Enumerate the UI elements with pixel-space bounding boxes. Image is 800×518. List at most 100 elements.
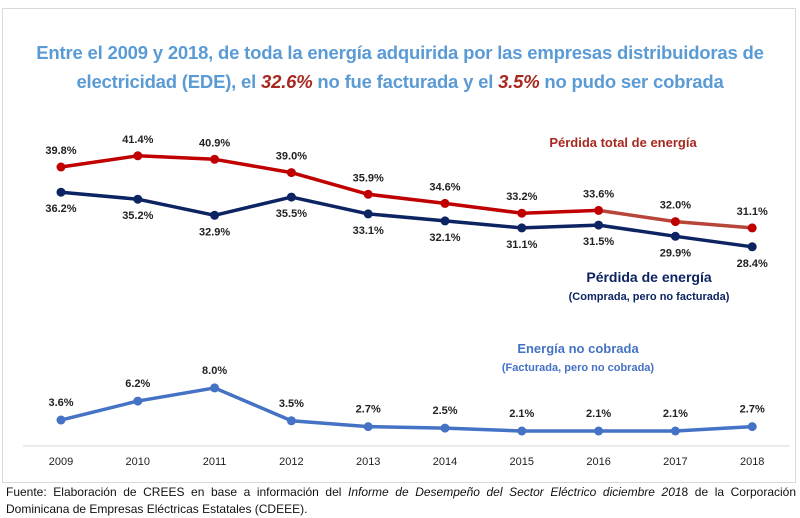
series-uncollected-segment: [212, 386, 294, 423]
x-tick-label: 2011: [203, 456, 227, 468]
data-label-energy-loss: 28.4%: [737, 258, 768, 270]
series-uncollected-point: [210, 383, 220, 393]
data-label-uncollected: 3.5%: [279, 398, 304, 410]
series-energy-loss-point: [747, 242, 757, 252]
data-label-total-loss: 39.8%: [45, 145, 76, 157]
x-tick-label: 2015: [510, 456, 534, 468]
data-label-energy-loss: 31.1%: [506, 239, 537, 251]
title-highlight-uncollected: 3.5%: [498, 71, 540, 92]
series-energy-loss-point: [670, 231, 680, 241]
series-energy-loss-segment: [59, 190, 140, 201]
series-total-loss-point: [594, 205, 604, 215]
x-tick-label: 2018: [740, 456, 764, 468]
series-total-loss-segment: [59, 154, 140, 169]
series-total-loss-segment: [136, 154, 217, 162]
series-total-loss-point: [440, 198, 450, 208]
data-label-uncollected: 2.1%: [509, 408, 534, 420]
series-uncollected-segment: [59, 399, 140, 422]
data-label-energy-loss: 32.1%: [429, 232, 460, 244]
x-tick-label: 2017: [663, 456, 687, 468]
series-energy-loss-segment: [136, 197, 217, 218]
data-label-total-loss: 32.0%: [660, 200, 691, 212]
data-label-uncollected: 2.7%: [740, 404, 765, 416]
data-label-energy-loss: 35.5%: [276, 208, 307, 220]
data-label-total-loss: 40.9%: [199, 137, 230, 149]
data-label-energy-loss: 33.1%: [353, 225, 384, 237]
source-note: Fuente: Elaboración de CREES en base a i…: [6, 484, 796, 518]
data-label-uncollected: 3.6%: [48, 397, 73, 409]
series-uncollected-segment: [366, 424, 447, 430]
series-total-loss-segment: [673, 219, 754, 230]
data-label-uncollected: 6.2%: [125, 378, 150, 390]
series-energy-loss-segment: [443, 219, 524, 230]
series-uncollected-point: [594, 426, 604, 436]
title-line-1: Entre el 2009 y 2018, de toda la energía…: [36, 42, 764, 63]
chart-title: Entre el 2009 y 2018, de toda la energía…: [0, 38, 800, 96]
series-uncollected-point: [133, 396, 143, 406]
series-total-loss-segment: [212, 157, 294, 175]
series-total-loss-segment: [443, 201, 524, 215]
series-total-loss-segment: [289, 170, 370, 197]
title-text: no pudo ser cobrada: [539, 71, 724, 92]
series-group: 39.8% 41.4% 40.9% 39.0% 35.9% 34.6% 33.2% 33.6%…: [45, 134, 768, 436]
series-total-loss-point: [363, 189, 373, 199]
series-total-loss-point: [210, 154, 220, 164]
series-energy-loss-point: [56, 187, 66, 197]
x-tick-labels: 2009 2010 2011 2012 2013 2014 2015 2016 2017 2018: [49, 456, 765, 468]
title-highlight-unbilled: 32.6%: [261, 71, 313, 92]
data-label-uncollected: 2.1%: [663, 408, 688, 420]
series-total-loss-segment: [520, 208, 601, 215]
series-energy-loss-segment: [520, 223, 601, 230]
series-total-loss-point: [670, 217, 680, 227]
series-total-loss-point: [133, 151, 143, 161]
data-label-energy-loss: 35.2%: [122, 210, 153, 222]
data-label-uncollected: 2.1%: [586, 408, 611, 420]
series-energy-loss-point: [210, 210, 220, 220]
title-text: no fue facturada y el: [312, 71, 499, 92]
legend-energy-loss-subtitle: (Comprada, pero no facturada): [569, 291, 730, 303]
series-energy-loss-segment: [673, 234, 754, 249]
x-tick-label: 2009: [49, 456, 73, 468]
data-label-uncollected: 2.5%: [432, 405, 457, 417]
data-label-total-loss: 33.2%: [506, 191, 537, 203]
series-energy-loss-segment: [289, 195, 370, 216]
series-uncollected-point: [517, 426, 527, 436]
data-label-energy-loss: 36.2%: [45, 203, 76, 215]
series-total-loss-point: [747, 223, 757, 233]
series-uncollected-point: [747, 422, 757, 432]
data-label-energy-loss: 32.9%: [199, 226, 230, 238]
legend-uncollected-subtitle: (Facturada, pero no cobrada): [502, 362, 655, 374]
x-tick-label: 2016: [586, 456, 610, 468]
series-uncollected-point: [286, 416, 296, 426]
data-label-energy-loss: 31.5%: [583, 236, 614, 248]
series-total-loss-point: [56, 162, 66, 172]
legend-total-loss: Pérdida total de energía: [549, 135, 697, 150]
series-total-loss-point: [517, 208, 527, 218]
chart-frame: [2, 8, 796, 483]
series-uncollected-segment: [289, 419, 370, 429]
source-text: Fuente: Elaboración de CREES en base a i…: [6, 485, 349, 499]
series-energy-loss-segment: [596, 223, 678, 239]
series-energy-loss-point: [133, 194, 143, 204]
series-total-loss-segment: [596, 208, 678, 224]
data-label-total-loss: 39.0%: [276, 151, 307, 163]
series-energy-loss-segment: [212, 195, 294, 218]
series-uncollected-point: [363, 422, 373, 432]
source-text: 8 de la Corporación Dominicana de Empres…: [6, 485, 797, 516]
legend-uncollected: Energía no cobrada: [517, 341, 639, 356]
title-text: electricidad (EDE), el: [76, 71, 262, 92]
x-tick-label: 2010: [126, 456, 150, 468]
legend-energy-loss: Pérdida de energía: [586, 269, 711, 285]
series-uncollected-point: [56, 415, 66, 425]
series-energy-loss-point: [594, 220, 604, 230]
title-line-2: electricidad (EDE), el 32.6% no fue fact…: [0, 67, 800, 96]
series-total-loss-point: [286, 168, 296, 178]
x-tick-label: 2013: [356, 456, 380, 468]
series-uncollected-segment: [673, 424, 754, 433]
series-energy-loss-point: [440, 216, 450, 226]
series-uncollected-point: [670, 426, 680, 436]
series-uncollected-point: [440, 423, 450, 433]
series-total-loss-segment: [366, 192, 447, 206]
data-label-total-loss: 34.6%: [429, 181, 460, 193]
